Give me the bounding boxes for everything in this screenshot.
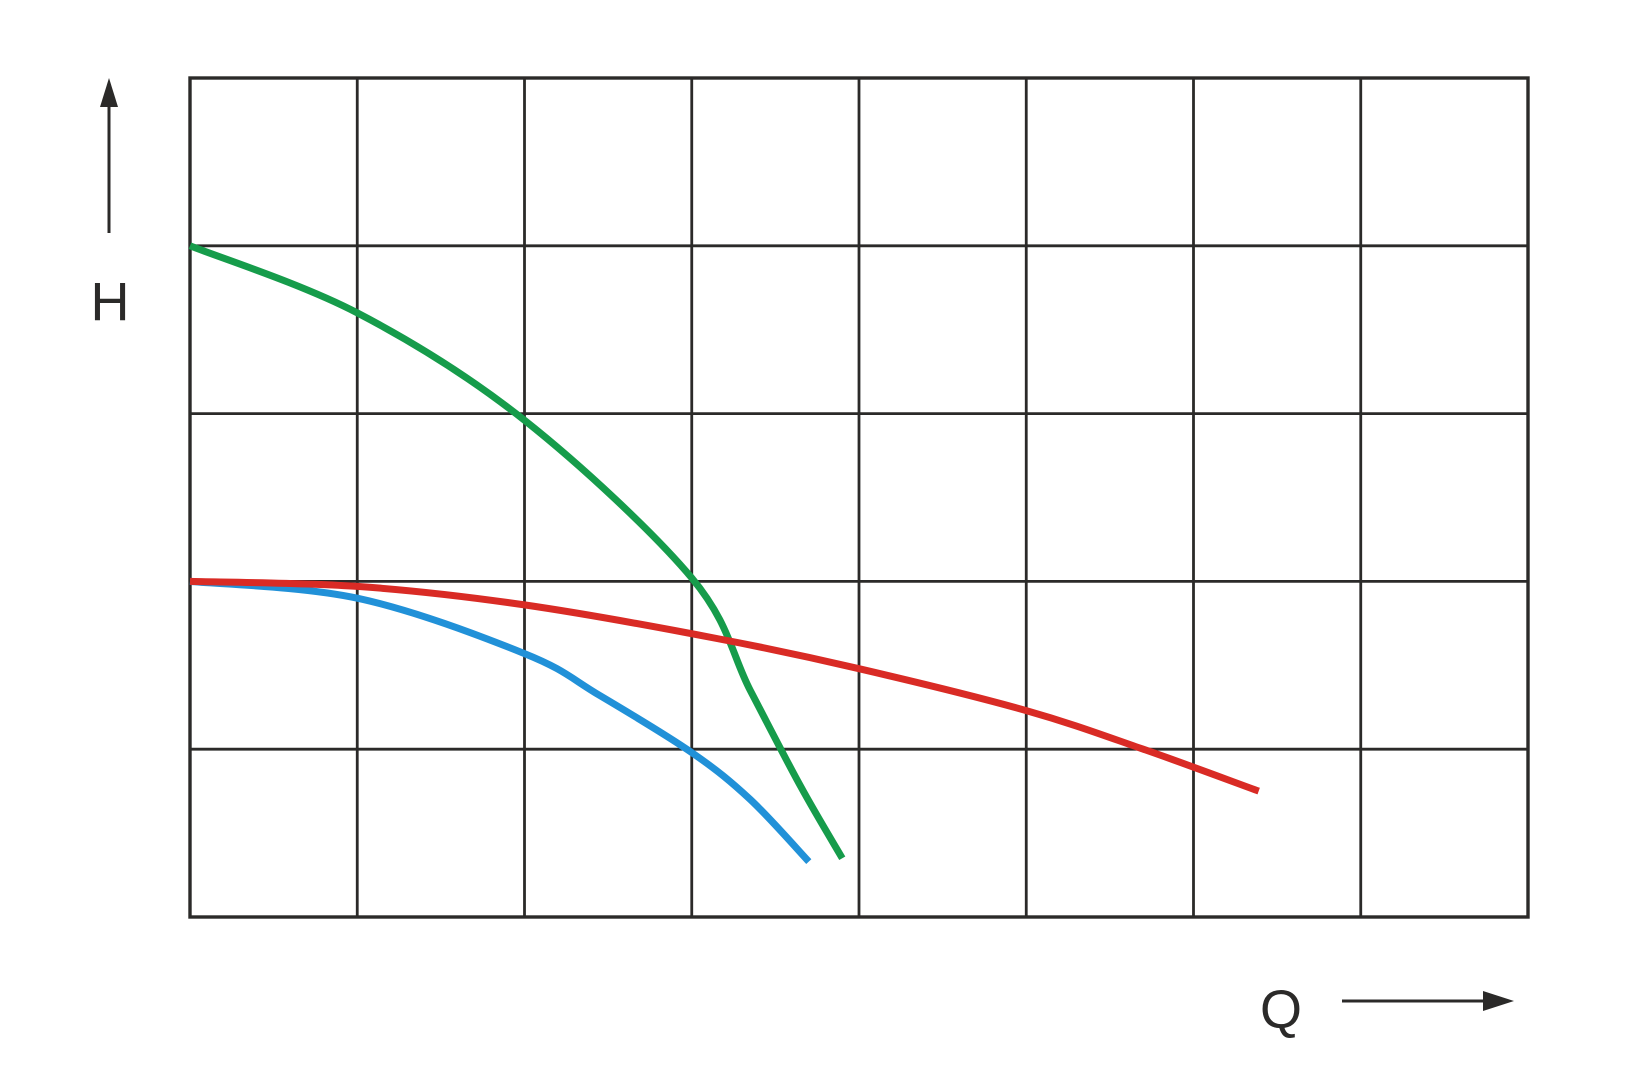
grid-border: [188, 76, 1530, 919]
x-axis-arrow-right-icon: [1483, 991, 1514, 1011]
x-axis: Q: [1260, 980, 1514, 1040]
x-axis-label: Q: [1260, 980, 1302, 1040]
y-axis: H: [91, 78, 130, 332]
blue-short-curve: [189, 577, 812, 864]
red-flat-long-curve: [189, 577, 1260, 795]
y-axis-label: H: [91, 272, 130, 332]
y-axis-arrow-up-icon: [100, 78, 118, 107]
curves: [188, 242, 1260, 864]
green-steep-curve: [188, 242, 846, 861]
grid: [188, 76, 1530, 919]
